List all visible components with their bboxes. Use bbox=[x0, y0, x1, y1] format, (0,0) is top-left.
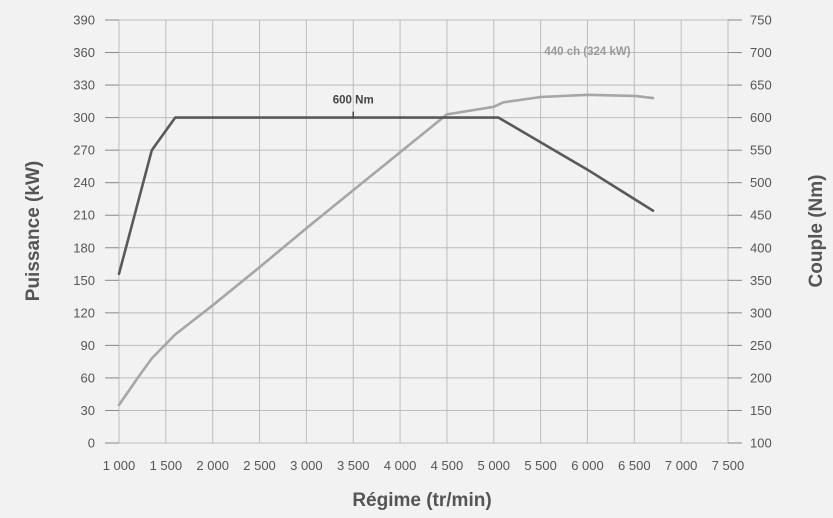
x-tick-label-9: 5 500 bbox=[524, 458, 557, 473]
right-tick-label-0: 100 bbox=[750, 436, 772, 451]
x-axis-title: Régime (tr/min) bbox=[352, 490, 491, 511]
right-tick-label-3: 250 bbox=[750, 338, 772, 353]
right-axis-title: Couple (Nm) bbox=[806, 175, 827, 288]
grid bbox=[118, 19, 729, 444]
left-tick-label-7: 210 bbox=[73, 208, 95, 223]
right-tick-label-6: 400 bbox=[750, 240, 772, 255]
right-tick-label-13: 750 bbox=[750, 13, 772, 28]
x-tick-label-5: 3 500 bbox=[337, 458, 370, 473]
left-tick-label-3: 90 bbox=[81, 338, 95, 353]
left-tick-label-10: 300 bbox=[73, 110, 95, 125]
x-tick-label-6: 4 000 bbox=[384, 458, 417, 473]
series-lines bbox=[117, 93, 655, 407]
left-tick-label-12: 360 bbox=[73, 45, 95, 60]
left-axis-ticks: 0 30 60 90 120 150 180 210 240 270 300 330 360 390 bbox=[73, 13, 119, 451]
x-tick-label-13: 7 500 bbox=[712, 458, 745, 473]
right-tick-label-5: 350 bbox=[750, 273, 772, 288]
right-axis-ticks: 100 150 200 250 300 350 400 450 500 550 600 650 700 7… bbox=[728, 13, 772, 451]
right-tick-label-4: 300 bbox=[750, 305, 772, 320]
right-tick-label-11: 650 bbox=[750, 78, 772, 93]
left-tick-label-13: 390 bbox=[73, 13, 95, 28]
x-tick-label-0: 1 000 bbox=[103, 458, 136, 473]
left-tick-label-8: 240 bbox=[73, 175, 95, 190]
annotations: 600 Nm 440 ch (324 kW) bbox=[333, 46, 631, 118]
x-tick-label-12: 7 000 bbox=[665, 458, 698, 473]
left-tick-label-4: 120 bbox=[73, 305, 95, 320]
x-tick-label-2: 2 000 bbox=[196, 458, 229, 473]
annotation-label-0: 600 Nm bbox=[333, 95, 374, 107]
right-tick-label-2: 200 bbox=[750, 370, 772, 385]
x-tick-label-3: 2 500 bbox=[243, 458, 276, 473]
right-tick-label-10: 600 bbox=[750, 110, 772, 125]
left-axis-title: Puissance (kW) bbox=[23, 161, 44, 301]
right-tick-label-7: 450 bbox=[750, 208, 772, 223]
x-axis-ticks: 1 000 1 500 2 000 2 500 3 000 3 500 4 000 4 500… bbox=[103, 458, 745, 473]
right-tick-label-9: 550 bbox=[750, 143, 772, 158]
right-tick-label-8: 500 bbox=[750, 175, 772, 190]
annotation-label-1: 440 ch (324 kW) bbox=[544, 46, 630, 58]
right-tick-label-1: 150 bbox=[750, 403, 772, 418]
x-tick-label-4: 3 000 bbox=[290, 458, 323, 473]
x-tick-label-11: 6 500 bbox=[618, 458, 651, 473]
series-line-puissance bbox=[117, 93, 655, 407]
left-tick-label-6: 180 bbox=[73, 240, 95, 255]
left-tick-label-5: 150 bbox=[73, 273, 95, 288]
series-line-couple bbox=[117, 116, 655, 276]
x-tick-label-1: 1 500 bbox=[150, 458, 183, 473]
left-tick-label-9: 270 bbox=[73, 143, 95, 158]
left-tick-label-11: 330 bbox=[73, 78, 95, 93]
right-tick-label-12: 700 bbox=[750, 45, 772, 60]
left-tick-label-1: 30 bbox=[81, 403, 95, 418]
left-tick-label-2: 60 bbox=[81, 370, 95, 385]
x-tick-label-10: 6 000 bbox=[571, 458, 604, 473]
x-tick-label-8: 5 000 bbox=[477, 458, 510, 473]
x-tick-label-7: 4 500 bbox=[431, 458, 464, 473]
left-tick-label-0: 0 bbox=[88, 436, 95, 451]
